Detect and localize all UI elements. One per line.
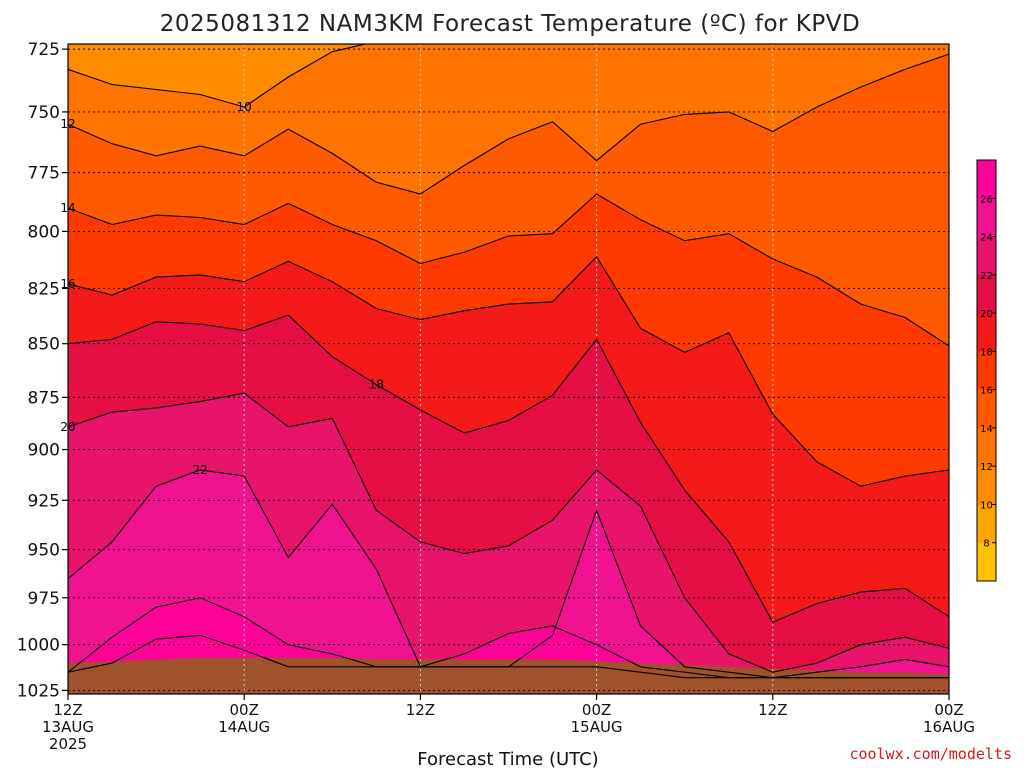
grid-lines — [68, 44, 949, 694]
isotherm-20 — [68, 392, 949, 673]
isotherm-10 — [68, 44, 368, 108]
x-tick-label-4-1: 12Z — [758, 701, 787, 719]
colorbar-label-24: 24 — [980, 233, 993, 244]
y-tick-label-1000: 1000 — [17, 636, 60, 656]
colorbar-segment-1 — [977, 504, 996, 544]
isotherm-18 — [68, 314, 949, 624]
isotherm-14 — [68, 193, 949, 347]
y-tick-label-800: 800 — [28, 222, 60, 242]
band-above-22 — [68, 470, 949, 694]
y-tick-label-775: 775 — [28, 164, 60, 184]
colorbar-label-10: 10 — [980, 500, 993, 511]
y-tick-label-1025: 1025 — [17, 681, 60, 701]
isotherm-lines — [68, 44, 949, 679]
colorbar-frame — [976, 159, 997, 582]
y-tick-label-900: 900 — [28, 441, 60, 461]
colorbar-segment-2 — [977, 466, 996, 505]
temperature-fill-bands — [68, 44, 949, 694]
colorbar-segment-4 — [977, 389, 996, 429]
x-axis-label: Forecast Time (UTC) — [417, 749, 598, 768]
isotherm-12 — [68, 53, 949, 195]
y-tick-label-925: 925 — [28, 491, 60, 511]
colorbar-label-22: 22 — [980, 271, 993, 282]
colorbar-segment-9 — [977, 198, 996, 238]
x-tick-label-2-1: 12Z — [406, 701, 435, 719]
x-tick-label-1-1: 00Z — [230, 701, 259, 719]
colorbar-segment-8 — [977, 236, 996, 276]
y-tick-label-875: 875 — [28, 388, 60, 408]
colorbar-label-20: 20 — [980, 309, 993, 320]
y-tick-label-975: 975 — [28, 589, 60, 609]
x-tick-label-0-3: 2025 — [49, 735, 87, 753]
x-tick-label-0-1: 12Z — [53, 701, 82, 719]
y-tick-label-725: 725 — [28, 40, 60, 60]
isotherm-label-10: 10 — [237, 100, 252, 114]
y-tick-label-850: 850 — [28, 335, 60, 355]
x-tick-label-5-1: 00Z — [934, 701, 963, 719]
colorbar-segment-6 — [977, 313, 996, 352]
colorbar-segment-7 — [977, 274, 996, 314]
y-axis: 725 750 775 800 825 850 875 900 925 950 975 1000 102… — [17, 40, 68, 701]
colorbar-segment-3 — [977, 427, 996, 467]
colorbar-label-14: 14 — [980, 424, 993, 435]
isotherm-label-22: 22 — [193, 463, 208, 477]
colorbar-label-12: 12 — [980, 462, 993, 473]
isotherm-label-18: 18 — [369, 378, 384, 392]
colorbar-label-18: 18 — [980, 347, 993, 358]
x-tick-label-3-2: 15AUG — [571, 718, 623, 736]
colorbar: 8 10 12 14 16 18 20 22 24 26 — [976, 159, 997, 582]
colorbar-label-16: 16 — [980, 386, 993, 397]
colorbar-segment-10 — [977, 160, 996, 199]
colorbar-label-8: 8 — [983, 539, 989, 550]
y-tick-label-750: 750 — [28, 103, 60, 123]
x-tick-label-0-2: 13AUG — [42, 718, 94, 736]
chart-title: 2025081312 NAM3KM Forecast Temperature (… — [160, 11, 860, 37]
plot-frame — [67, 43, 950, 695]
y-tick-label-950: 950 — [28, 541, 60, 561]
isotherm-26 — [68, 634, 949, 679]
y-tick-label-825: 825 — [28, 279, 60, 299]
colorbar-label-26: 26 — [980, 194, 993, 205]
x-tick-label-1-2: 14AUG — [218, 718, 270, 736]
colorbar-segment-5 — [977, 351, 996, 391]
colorbar-segment-0 — [977, 542, 996, 582]
x-tick-label-5-2: 16AUG — [923, 718, 975, 736]
isotherm-16 — [68, 255, 949, 487]
credit-text: coolwx.com/modelts — [849, 745, 1012, 763]
x-tick-label-3-1: 00Z — [582, 701, 611, 719]
